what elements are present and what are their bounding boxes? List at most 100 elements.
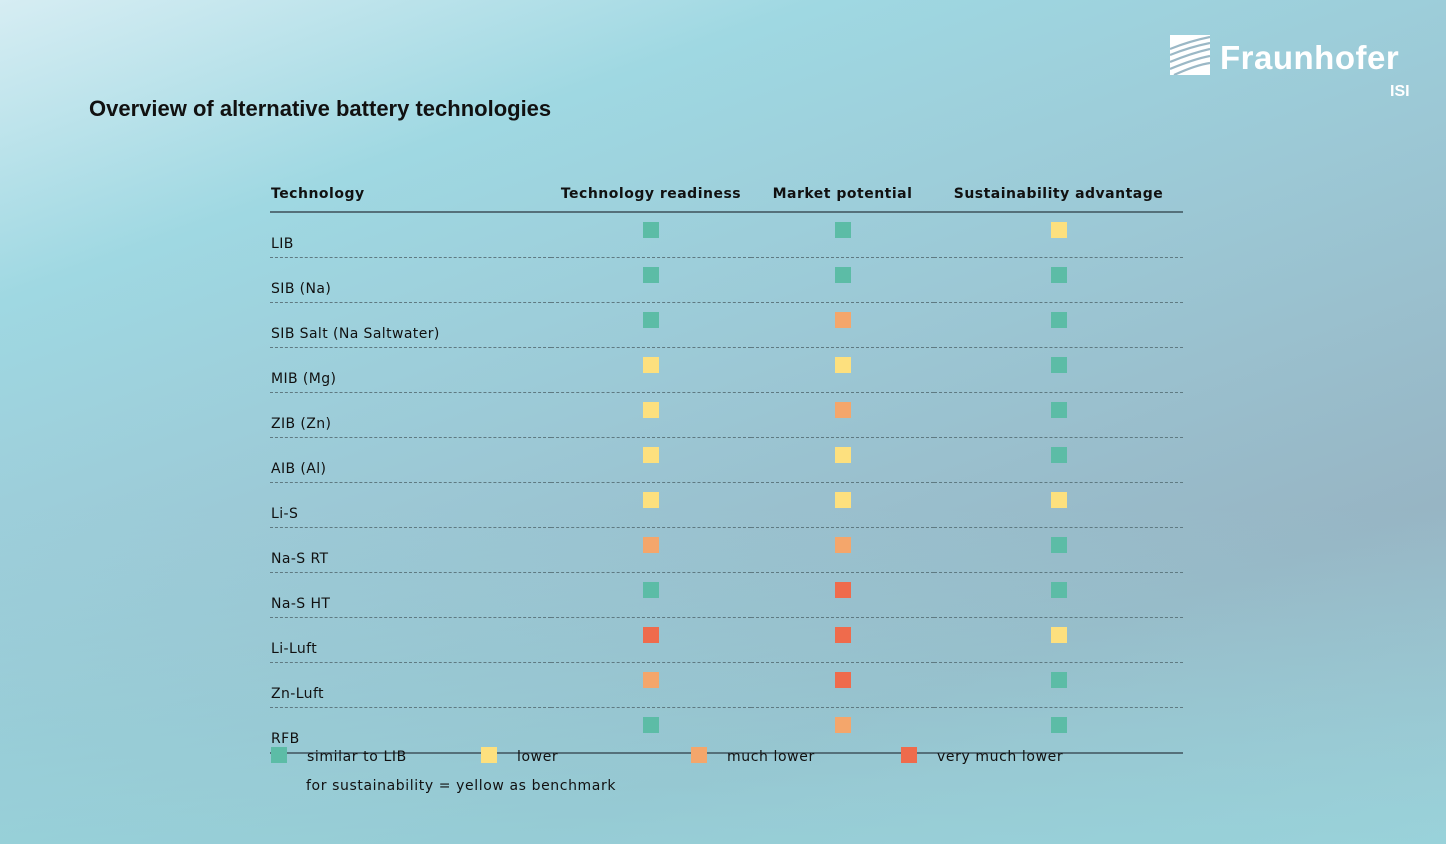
technology-table: Technology Technology readiness Market pot…: [270, 186, 1183, 754]
rating-much-lower-square: [834, 402, 851, 418]
technology-name: RFB: [270, 707, 551, 754]
rating-cell: [551, 572, 751, 618]
legend-swatch: [691, 747, 707, 763]
legend-item: lower: [481, 747, 558, 765]
rating-cell: [934, 437, 1183, 483]
rating-much-lower-square: [834, 537, 851, 553]
rating-similar-square: [643, 312, 659, 328]
rating-lower-square: [643, 357, 659, 373]
rating-cell: [934, 527, 1183, 573]
table-row: MIB (Mg): [270, 347, 1183, 393]
technology-name: Li-Luft: [270, 617, 551, 663]
rating-cell: [751, 527, 934, 573]
rating-much-lower-square: [834, 717, 851, 733]
column-header: Sustainability advantage: [934, 186, 1183, 213]
column-header: Market potential: [751, 186, 934, 213]
rating-cell: [934, 392, 1183, 438]
legend-swatch: [481, 747, 497, 763]
rating-cell: [551, 302, 751, 348]
technology-name: AIB (Al): [270, 437, 551, 483]
page-title: Overview of alternative battery technolo…: [89, 96, 552, 121]
rating-very-much-lower-square: [834, 672, 851, 688]
rating-similar-square: [1050, 447, 1067, 463]
rating-cell: [551, 617, 751, 663]
table-row: ZIB (Zn): [270, 392, 1183, 438]
rating-cell: [934, 707, 1183, 754]
rating-cell: [551, 392, 751, 438]
technology-name: LIB: [270, 212, 551, 258]
rating-cell: [551, 437, 751, 483]
rating-similar-square: [1050, 672, 1067, 688]
logo-name: Fraunhofer: [1220, 39, 1400, 76]
rating-similar-square: [1050, 312, 1067, 328]
technology-name: ZIB (Zn): [270, 392, 551, 438]
rating-cell: [751, 257, 934, 303]
column-header: Technology: [270, 186, 551, 213]
table-row: LIB: [270, 212, 1183, 258]
rating-cell: [934, 572, 1183, 618]
legend-label: much lower: [727, 749, 815, 765]
rating-lower-square: [1050, 627, 1067, 643]
technology-name: Na-S HT: [270, 572, 551, 618]
technology-name: SIB Salt (Na Saltwater): [270, 302, 551, 348]
fraunhofer-logo-icon: [1169, 35, 1211, 77]
technology-name: Na-S RT: [270, 527, 551, 573]
rating-much-lower-square: [643, 537, 659, 553]
rating-similar-square: [643, 267, 659, 283]
rating-cell: [551, 347, 751, 393]
rating-cell: [751, 437, 934, 483]
technology-name: Li-S: [270, 482, 551, 528]
rating-very-much-lower-square: [834, 582, 851, 598]
rating-cell: [551, 482, 751, 528]
rating-cell: [751, 302, 934, 348]
rating-similar-square: [1050, 267, 1067, 283]
rating-cell: [934, 347, 1183, 393]
rating-similar-square: [834, 267, 851, 283]
rating-lower-square: [643, 492, 659, 508]
rating-cell: [751, 347, 934, 393]
rating-lower-square: [643, 402, 659, 418]
legend-note: for sustainability = yellow as benchmark: [306, 778, 617, 794]
rating-similar-square: [643, 222, 659, 238]
rating-similar-square: [1050, 537, 1067, 553]
rating-lower-square: [834, 357, 851, 373]
rating-lower-square: [834, 492, 851, 508]
legend-label: very much lower: [937, 749, 1064, 765]
table-row: Na-S HT: [270, 572, 1183, 618]
rating-cell: [551, 212, 751, 258]
legend-item: similar to LIB: [271, 747, 407, 765]
rating-similar-square: [834, 222, 851, 238]
technology-name: Zn-Luft: [270, 662, 551, 708]
rating-cell: [934, 662, 1183, 708]
rating-cell: [751, 617, 934, 663]
technology-name: MIB (Mg): [270, 347, 551, 393]
rating-cell: [751, 212, 934, 258]
rating-similar-square: [1050, 402, 1067, 418]
rating-cell: [934, 212, 1183, 258]
logo-sub: ISI: [1390, 83, 1410, 100]
rating-cell: [751, 572, 934, 618]
rating-much-lower-square: [834, 312, 851, 328]
column-header: Technology readiness: [551, 186, 751, 213]
table-row: Na-S RT: [270, 527, 1183, 573]
rating-cell: [934, 482, 1183, 528]
table-row: AIB (Al): [270, 437, 1183, 483]
rating-lower-square: [1050, 492, 1067, 508]
rating-lower-square: [643, 447, 659, 463]
table-row: SIB (Na): [270, 257, 1183, 303]
rating-cell: [934, 257, 1183, 303]
rating-similar-square: [1050, 717, 1067, 733]
rating-cell: [751, 392, 934, 438]
rating-cell: [751, 482, 934, 528]
table-row: Li-Luft: [270, 617, 1183, 663]
technology-name: SIB (Na): [270, 257, 551, 303]
rating-much-lower-square: [643, 672, 659, 688]
rating-lower-square: [834, 447, 851, 463]
legend-swatch: [271, 747, 287, 763]
table-row: RFB: [270, 707, 1183, 754]
rating-similar-square: [1050, 357, 1067, 373]
rating-similar-square: [643, 717, 659, 733]
rating-cell: [934, 617, 1183, 663]
table-row: Li-S: [270, 482, 1183, 528]
rating-cell: [551, 707, 751, 754]
